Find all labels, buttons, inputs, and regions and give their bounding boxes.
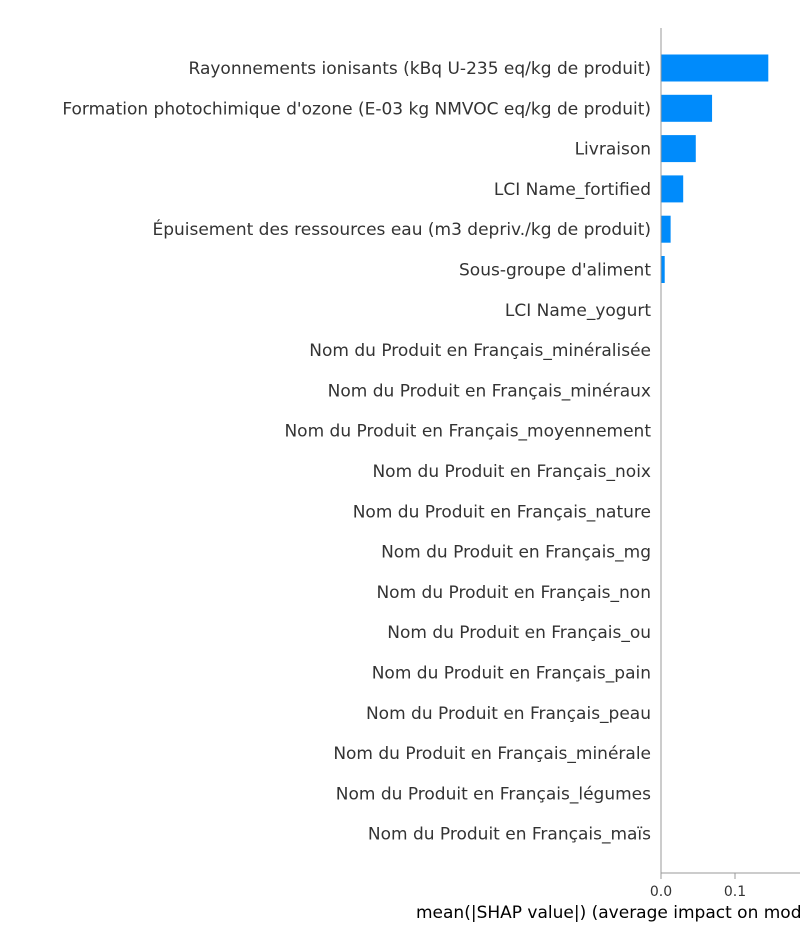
x-axis-ticks: 0.0 0.1 [650, 873, 746, 900]
bars [661, 54, 769, 283]
category-label: Livraison [575, 140, 651, 160]
bar [661, 54, 769, 82]
category-label: Nom du Produit en Français_nature [353, 502, 651, 522]
category-label: Nom du Produit en Français_pain [372, 664, 651, 684]
category-label: Nom du Produit en Français_non [376, 583, 651, 603]
category-label: Nom du Produit en Français_maïs [368, 825, 651, 845]
bar [661, 256, 665, 283]
bar [661, 175, 684, 203]
category-label: Nom du Produit en Français_minéraux [328, 381, 651, 401]
category-label: LCI Name_yogurt [505, 301, 651, 321]
category-labels: Rayonnements ionisants (kBq U-235 eq/kg … [62, 59, 651, 845]
category-label: Épuisement des ressources eau (m3 depriv… [152, 218, 651, 240]
category-label: Nom du Produit en Français_noix [372, 462, 651, 482]
bar [661, 94, 713, 122]
category-label: Nom du Produit en Français_mg [381, 543, 651, 563]
bar [661, 135, 696, 163]
x-axis-title: mean(|SHAP value|) (average impact on mo… [416, 903, 800, 923]
bar [661, 215, 671, 243]
x-tick-label: 0.1 [724, 884, 746, 900]
category-label: Nom du Produit en Français_ou [387, 623, 651, 643]
category-label: LCI Name_fortified [494, 180, 651, 200]
category-label: Nom du Produit en Français_minérale [333, 744, 651, 764]
category-label: Nom du Produit en Français_peau [366, 704, 651, 724]
category-label: Nom du Produit en Français_moyennement [284, 422, 651, 442]
category-label: Nom du Produit en Français_légumes [336, 784, 651, 804]
category-label: Rayonnements ionisants (kBq U-235 eq/kg … [189, 59, 651, 79]
x-tick-label: 0.0 [650, 884, 672, 900]
category-label: Sous-groupe d'aliment [459, 261, 651, 281]
category-label: Formation photochimique d'ozone (E-03 kg… [62, 99, 651, 119]
category-label: Nom du Produit en Français_minéralisée [309, 341, 651, 361]
